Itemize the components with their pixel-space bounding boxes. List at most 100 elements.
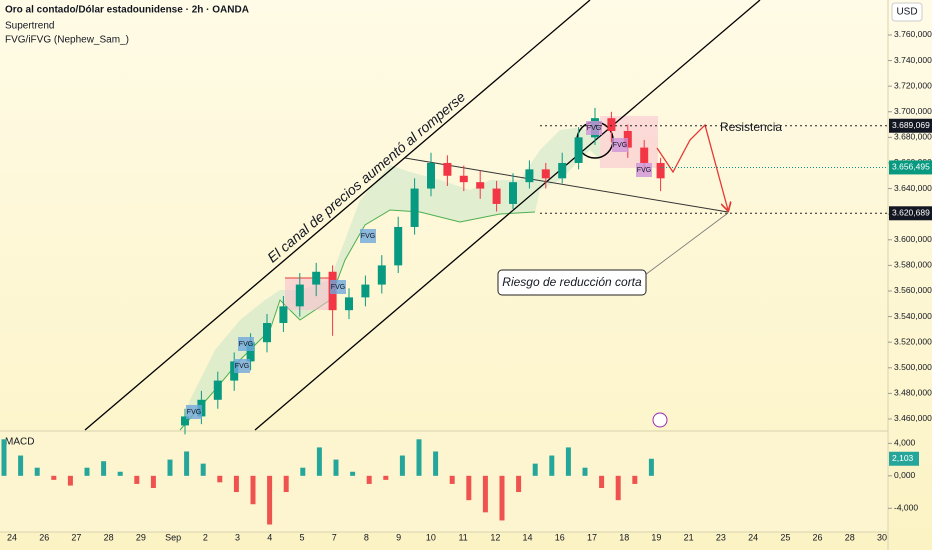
macd-bar: [416, 439, 422, 476]
candle-body: [492, 188, 501, 204]
candle-body: [574, 137, 583, 163]
macd-bar: [233, 475, 239, 493]
fvg-box: [360, 229, 376, 243]
fvg-label: FVG: [637, 167, 651, 174]
macd-bar: [433, 451, 439, 476]
macd-bar: [599, 475, 605, 488]
macd-bar: [217, 475, 223, 483]
macd-title: MACD: [5, 437, 34, 448]
macd-bar: [466, 475, 472, 501]
macd-bar: [383, 475, 389, 480]
fvg-label: FVG: [361, 233, 375, 240]
currency[interactable]: USD: [896, 7, 917, 18]
fvg-box: [636, 163, 652, 177]
x-tick-label: 30: [877, 532, 887, 542]
event-icon: [652, 412, 668, 428]
macd-bar: [482, 475, 488, 513]
y-tick-label: 3.700,000: [894, 106, 932, 116]
candle-body: [443, 162, 452, 176]
macd-bar: [333, 459, 339, 476]
macd-bar: [300, 467, 306, 476]
y-tick-label: 3.560,000: [894, 285, 932, 295]
price-level-box: [889, 206, 932, 221]
candle-body: [459, 175, 468, 183]
candle-body: [279, 306, 288, 323]
candle-body: [509, 182, 517, 204]
fvg-zone: [285, 278, 330, 310]
x-tick-label: 10: [426, 532, 436, 542]
macd-bar: [150, 475, 156, 488]
macd-bar: [565, 447, 571, 476]
x-tick-label: 29: [136, 532, 146, 542]
macd-panel: [0, 432, 888, 532]
callout-box: [497, 269, 647, 296]
y-tick-label: 3.580,000: [894, 260, 932, 270]
x-tick-label: 28: [845, 532, 855, 542]
macd-bar: [615, 475, 621, 501]
candle-body: [361, 284, 370, 298]
candle-body: [640, 147, 649, 163]
x-tick-label: 26: [813, 532, 823, 542]
macd-bar: [200, 463, 206, 476]
candle-body: [394, 226, 403, 266]
macd-bar: [117, 471, 123, 476]
x-tick-label: 23: [716, 532, 726, 542]
macd-bar: [250, 475, 256, 505]
macd-tick-label: -4,000: [894, 503, 918, 513]
macd-bar: [283, 475, 289, 493]
candle-body: [246, 342, 255, 362]
y-tick-label: 3.520,000: [894, 336, 932, 346]
macd-tick-label: 4,000: [894, 438, 916, 448]
trend-line: [404, 157, 729, 213]
callout-line: [644, 212, 729, 276]
fvg-label: FVG: [187, 409, 201, 416]
y-tick-label: 3.500,000: [894, 362, 932, 372]
resistance-label: Resistencia: [720, 120, 782, 134]
candle-body: [181, 416, 189, 426]
price-level-label: 3.689,069: [892, 120, 930, 130]
x-tick-label: 4: [267, 532, 272, 542]
candle-body: [541, 169, 550, 179]
y-tick-label: 3.720,000: [894, 80, 932, 90]
macd-bar: [449, 475, 455, 484]
macd-bar: [101, 461, 107, 476]
fvg-label: FVG: [587, 125, 601, 132]
macd-bar: [51, 475, 57, 480]
macd-last-box: [889, 451, 919, 466]
macd-bar: [516, 475, 522, 493]
macd-bar: [632, 475, 638, 484]
indicator-label: Supertrend: [5, 21, 54, 32]
fvg-label: FVG: [239, 341, 253, 348]
macd-bar: [1, 439, 7, 476]
current-price-label: 3.656,495: [892, 162, 930, 172]
candle-body: [213, 380, 222, 400]
y-tick-label: 3.460,000: [894, 413, 932, 423]
projection-path: [656, 123, 728, 210]
x-tick-label: 28: [104, 532, 114, 542]
macd-bar: [34, 467, 40, 476]
fvg-box: [186, 405, 202, 419]
x-tick-label: 14: [523, 532, 533, 542]
macd-bar: [648, 458, 654, 476]
candle-body: [312, 271, 321, 285]
x-tick-label: 12: [490, 532, 500, 542]
x-tick-label: 7: [332, 532, 337, 542]
x-tick-label: 5: [299, 532, 304, 542]
price-level-box: [889, 118, 932, 133]
y-tick-label: 3.680,000: [894, 132, 932, 142]
x-tick-label: 24: [748, 532, 758, 542]
candle-body: [377, 265, 386, 285]
fvg-box: [234, 359, 250, 373]
x-tick-label: 26: [39, 532, 49, 542]
symbol-title: Oro al contado/Dólar estadounidense · 2h…: [5, 5, 249, 16]
fvg-box: [586, 121, 602, 135]
candle-body: [558, 162, 567, 179]
x-tick-label: 19: [651, 532, 661, 542]
macd-bar: [184, 451, 190, 476]
macd-bar: [84, 467, 90, 476]
currency-box[interactable]: [891, 2, 923, 22]
x-tick-label: 16: [555, 532, 565, 542]
current-price-box: [889, 160, 932, 175]
